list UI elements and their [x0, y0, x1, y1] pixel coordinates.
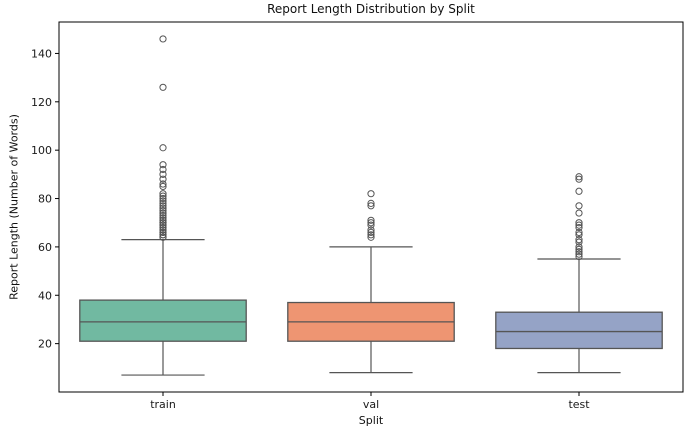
x-tick-label: val: [363, 398, 379, 411]
box-train: [79, 299, 247, 342]
y-tick-label: 140: [31, 47, 52, 60]
outlier-point: [159, 211, 167, 220]
y-tick-label: 40: [38, 289, 52, 302]
outlier-point: [367, 226, 375, 234]
outlier-point: [159, 144, 167, 152]
outlier-point: [575, 221, 583, 229]
outlier-point: [159, 165, 167, 174]
outlier-point: [575, 231, 583, 239]
outlier-point: [159, 190, 167, 198]
outlier-point: [159, 204, 167, 212]
outlier-point: [159, 223, 167, 232]
outlier-point: [159, 194, 167, 203]
outlier-point: [367, 231, 375, 239]
outlier-point: [159, 170, 167, 178]
outlier-point: [575, 175, 583, 183]
x-tick-label: test: [568, 398, 590, 411]
outlier-point: [575, 173, 583, 181]
outlier-point: [159, 197, 167, 205]
outlier-point: [159, 221, 167, 229]
outlier-point: [159, 202, 167, 210]
outlier-point: [159, 192, 167, 200]
outlier-point: [159, 214, 167, 222]
outlier-point: [575, 187, 583, 195]
outlier-point: [367, 221, 375, 229]
outlier-point: [367, 199, 375, 207]
outlier-point: [159, 231, 167, 239]
box-test: [495, 311, 663, 350]
outlier-point: [159, 207, 167, 215]
outlier-point: [159, 175, 167, 183]
x-axis-label: Split: [358, 414, 384, 427]
outlier-point: [575, 202, 583, 210]
outlier-point: [159, 226, 167, 234]
outlier-point: [575, 250, 583, 258]
outlier-point: [159, 35, 167, 43]
y-tick-label: 60: [38, 241, 52, 254]
outlier-point: [367, 202, 375, 210]
outlier-point: [575, 238, 583, 246]
x-tick-label: train: [150, 398, 176, 411]
outlier-point: [367, 219, 375, 227]
outlier-point: [575, 209, 583, 217]
outlier-point: [367, 190, 375, 198]
y-tick-label: 120: [31, 96, 52, 109]
outlier-point: [159, 83, 167, 91]
outlier-point: [575, 228, 583, 236]
outlier-point: [159, 182, 167, 191]
outlier-point: [575, 243, 583, 251]
outlier-point: [575, 248, 583, 256]
outlier-point: [159, 161, 167, 169]
y-tick-label: 20: [38, 338, 52, 351]
outlier-point: [367, 228, 375, 236]
outlier-point: [367, 233, 375, 241]
outlier-point: [159, 228, 167, 236]
outlier-point: [159, 233, 167, 241]
outlier-point: [159, 199, 167, 207]
outlier-point: [575, 223, 583, 232]
outlier-point: [575, 236, 583, 244]
outlier-point: [159, 180, 167, 188]
outlier-point: [159, 219, 167, 227]
y-tick-label: 100: [31, 144, 52, 157]
outlier-point: [575, 245, 583, 253]
outlier-point: [159, 209, 167, 217]
outlier-point: [575, 252, 583, 261]
chart-title: Report Length Distribution by Split: [267, 2, 475, 16]
outlier-point: [367, 216, 375, 224]
y-tick-label: 80: [38, 193, 52, 206]
outlier-point: [159, 216, 167, 224]
outlier-point: [575, 219, 583, 227]
